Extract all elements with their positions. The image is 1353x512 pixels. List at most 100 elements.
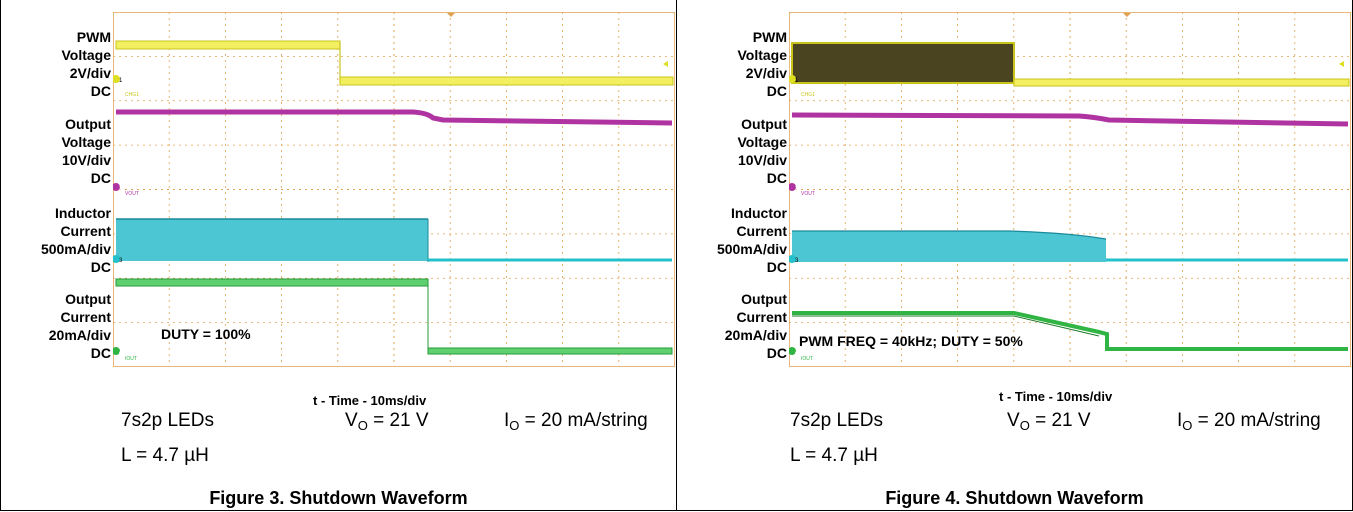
x-axis-label: t - Time - 10ms/div — [313, 393, 427, 408]
ch4-marker — [789, 347, 796, 355]
ch1-label-line: DC — [90, 83, 111, 99]
ch4-marker-label: 4 — [119, 350, 123, 356]
ch3-marker-label: 3 — [119, 258, 123, 264]
vo-subscript: O — [357, 418, 368, 433]
output-voltage-condition: VO = 21 V — [1007, 410, 1091, 433]
ch3-label-line: Current — [736, 223, 787, 239]
ch3-marker-label: 3 — [795, 258, 799, 264]
ch1-trace-high — [115, 40, 341, 50]
ch4-label-line: Output — [741, 291, 787, 307]
io-value: = 20 mA/string — [1192, 410, 1321, 431]
ch4-label-line: DC — [766, 345, 787, 361]
ch1-label-line: DC — [766, 83, 787, 99]
ch2-label-line: 10V/div — [61, 152, 111, 168]
ch2-marker-label: 2 — [119, 186, 123, 192]
ch3-label-line: DC — [90, 259, 111, 275]
output-current-condition: IO = 20 mA/string — [504, 410, 648, 433]
ch3-marker — [113, 255, 120, 263]
ch1-marker-label: 1 — [119, 78, 123, 84]
ch1-trace-low — [1013, 78, 1350, 87]
ch3-trace-peak — [792, 230, 1107, 240]
vo-value: = 21 V — [367, 410, 429, 431]
ch1-offset-arrow-icon — [663, 61, 668, 67]
ch3-label: Inductor Current 500mA/div DC — [677, 204, 787, 276]
vo-value: = 21 V — [1029, 410, 1091, 431]
figure-caption: Figure 3. Shutdown Waveform — [209, 488, 468, 508]
ch2-trace — [791, 112, 1349, 127]
ch2-label-line: Voltage — [737, 134, 787, 150]
ch2-label-line: Voltage — [61, 134, 111, 150]
ch3-label-line: DC — [766, 259, 787, 275]
ch4-trace-ripple — [792, 315, 1100, 337]
ch4-tag: IOUT — [125, 356, 137, 362]
ch2-marker — [113, 183, 120, 191]
ch4-label-line: Current — [60, 309, 111, 325]
ch1-label: PWM Voltage 2V/div DC — [1, 28, 111, 100]
ch1-pwm-burst — [791, 42, 1015, 84]
ch1-label-line: Voltage — [737, 47, 787, 63]
io-symbol: I — [1177, 410, 1183, 431]
scope-display: 1 2 3 4 CHG1 VOUT IOUT — [789, 12, 1351, 367]
ch1-marker — [113, 75, 120, 83]
leds-config: 7s2p LEDs — [790, 410, 883, 431]
x-axis-label: t - Time - 10ms/div — [999, 389, 1113, 404]
ch2-label-line: DC — [90, 170, 111, 186]
ch2-marker-label: 2 — [795, 186, 799, 192]
ch2-tag: VOUT — [801, 191, 815, 197]
scope-screen: 1 2 3 4 CHG1 VOUT IOUT — [789, 12, 1351, 367]
ch4-trace-low — [427, 347, 673, 355]
ch4-label-line: 20mA/div — [48, 327, 111, 343]
io-subscript: O — [509, 418, 520, 433]
ch4-label-line: Output — [65, 291, 111, 307]
ch2-label-line: 10V/div — [737, 152, 787, 168]
ch4-label-line: Current — [736, 309, 787, 325]
ch2-trace — [116, 109, 673, 126]
ch1-label-line: Voltage — [61, 47, 111, 63]
ch1-label: PWM Voltage 2V/div DC — [677, 28, 787, 100]
io-subscript: O — [1182, 418, 1193, 433]
ch3-label-line: 500mA/div — [40, 241, 111, 257]
vo-symbol: V — [1007, 410, 1020, 431]
ch3-marker — [789, 255, 796, 263]
pwm-annotation: PWM FREQ = 40kHz; DUTY = 50% — [799, 333, 1023, 349]
vo-subscript: O — [1019, 418, 1030, 433]
io-value: = 20 mA/string — [519, 410, 648, 431]
ch3-label-line: 500mA/div — [716, 241, 787, 257]
ch2-tag: VOUT — [125, 191, 139, 197]
figure-4-panel: PWM Voltage 2V/div DC Output Voltage 10V… — [676, 0, 1353, 511]
ch1-marker — [789, 75, 796, 83]
scope-grid — [113, 12, 675, 367]
ch1-marker-label: 1 — [795, 78, 799, 84]
ch4-tag: IOUT — [801, 356, 813, 362]
ch1-tag: CHG1 — [125, 92, 139, 98]
scope-display: 1 2 3 4 CHG1 VOUT IOUT — [113, 12, 675, 367]
ch2-label-line: Output — [741, 116, 787, 132]
ch3-label-line: Current — [60, 223, 111, 239]
ch1-offset-arrow-icon — [1339, 61, 1344, 67]
ch4-trace — [792, 311, 1348, 351]
ch4-marker — [113, 347, 120, 355]
trigger-marker-icon — [447, 13, 455, 17]
scope-grid — [789, 12, 1351, 367]
ch3-trace-ripple — [116, 219, 428, 261]
ch2-label: Output Voltage 10V/div DC — [1, 115, 111, 187]
figure-caption: Figure 4. Shutdown Waveform — [885, 488, 1144, 508]
output-current-condition: IO = 20 mA/string — [1177, 410, 1321, 433]
vo-symbol: V — [345, 410, 358, 431]
inductance-condition: L = 4.7 µH — [121, 445, 209, 466]
inductance-condition: L = 4.7 µH — [790, 445, 878, 466]
ch3-label-line: Inductor — [731, 205, 787, 221]
ch2-label-line: DC — [766, 170, 787, 186]
output-voltage-condition: VO = 21 V — [345, 410, 429, 433]
ch4-trace-high — [115, 278, 429, 287]
ch1-label-line: 2V/div — [745, 65, 787, 81]
ch1-tag: CHG1 — [801, 92, 815, 98]
ch1-label-line: PWM — [752, 29, 787, 45]
duty-annotation: DUTY = 100% — [161, 326, 251, 342]
ch2-marker — [789, 183, 796, 191]
leds-config: 7s2p LEDs — [121, 410, 214, 431]
ch1-label-line: 2V/div — [69, 65, 111, 81]
ch4-marker-label: 4 — [795, 350, 799, 356]
ch3-trace-ripple — [792, 231, 1106, 262]
ch2-label-line: Output — [65, 116, 111, 132]
